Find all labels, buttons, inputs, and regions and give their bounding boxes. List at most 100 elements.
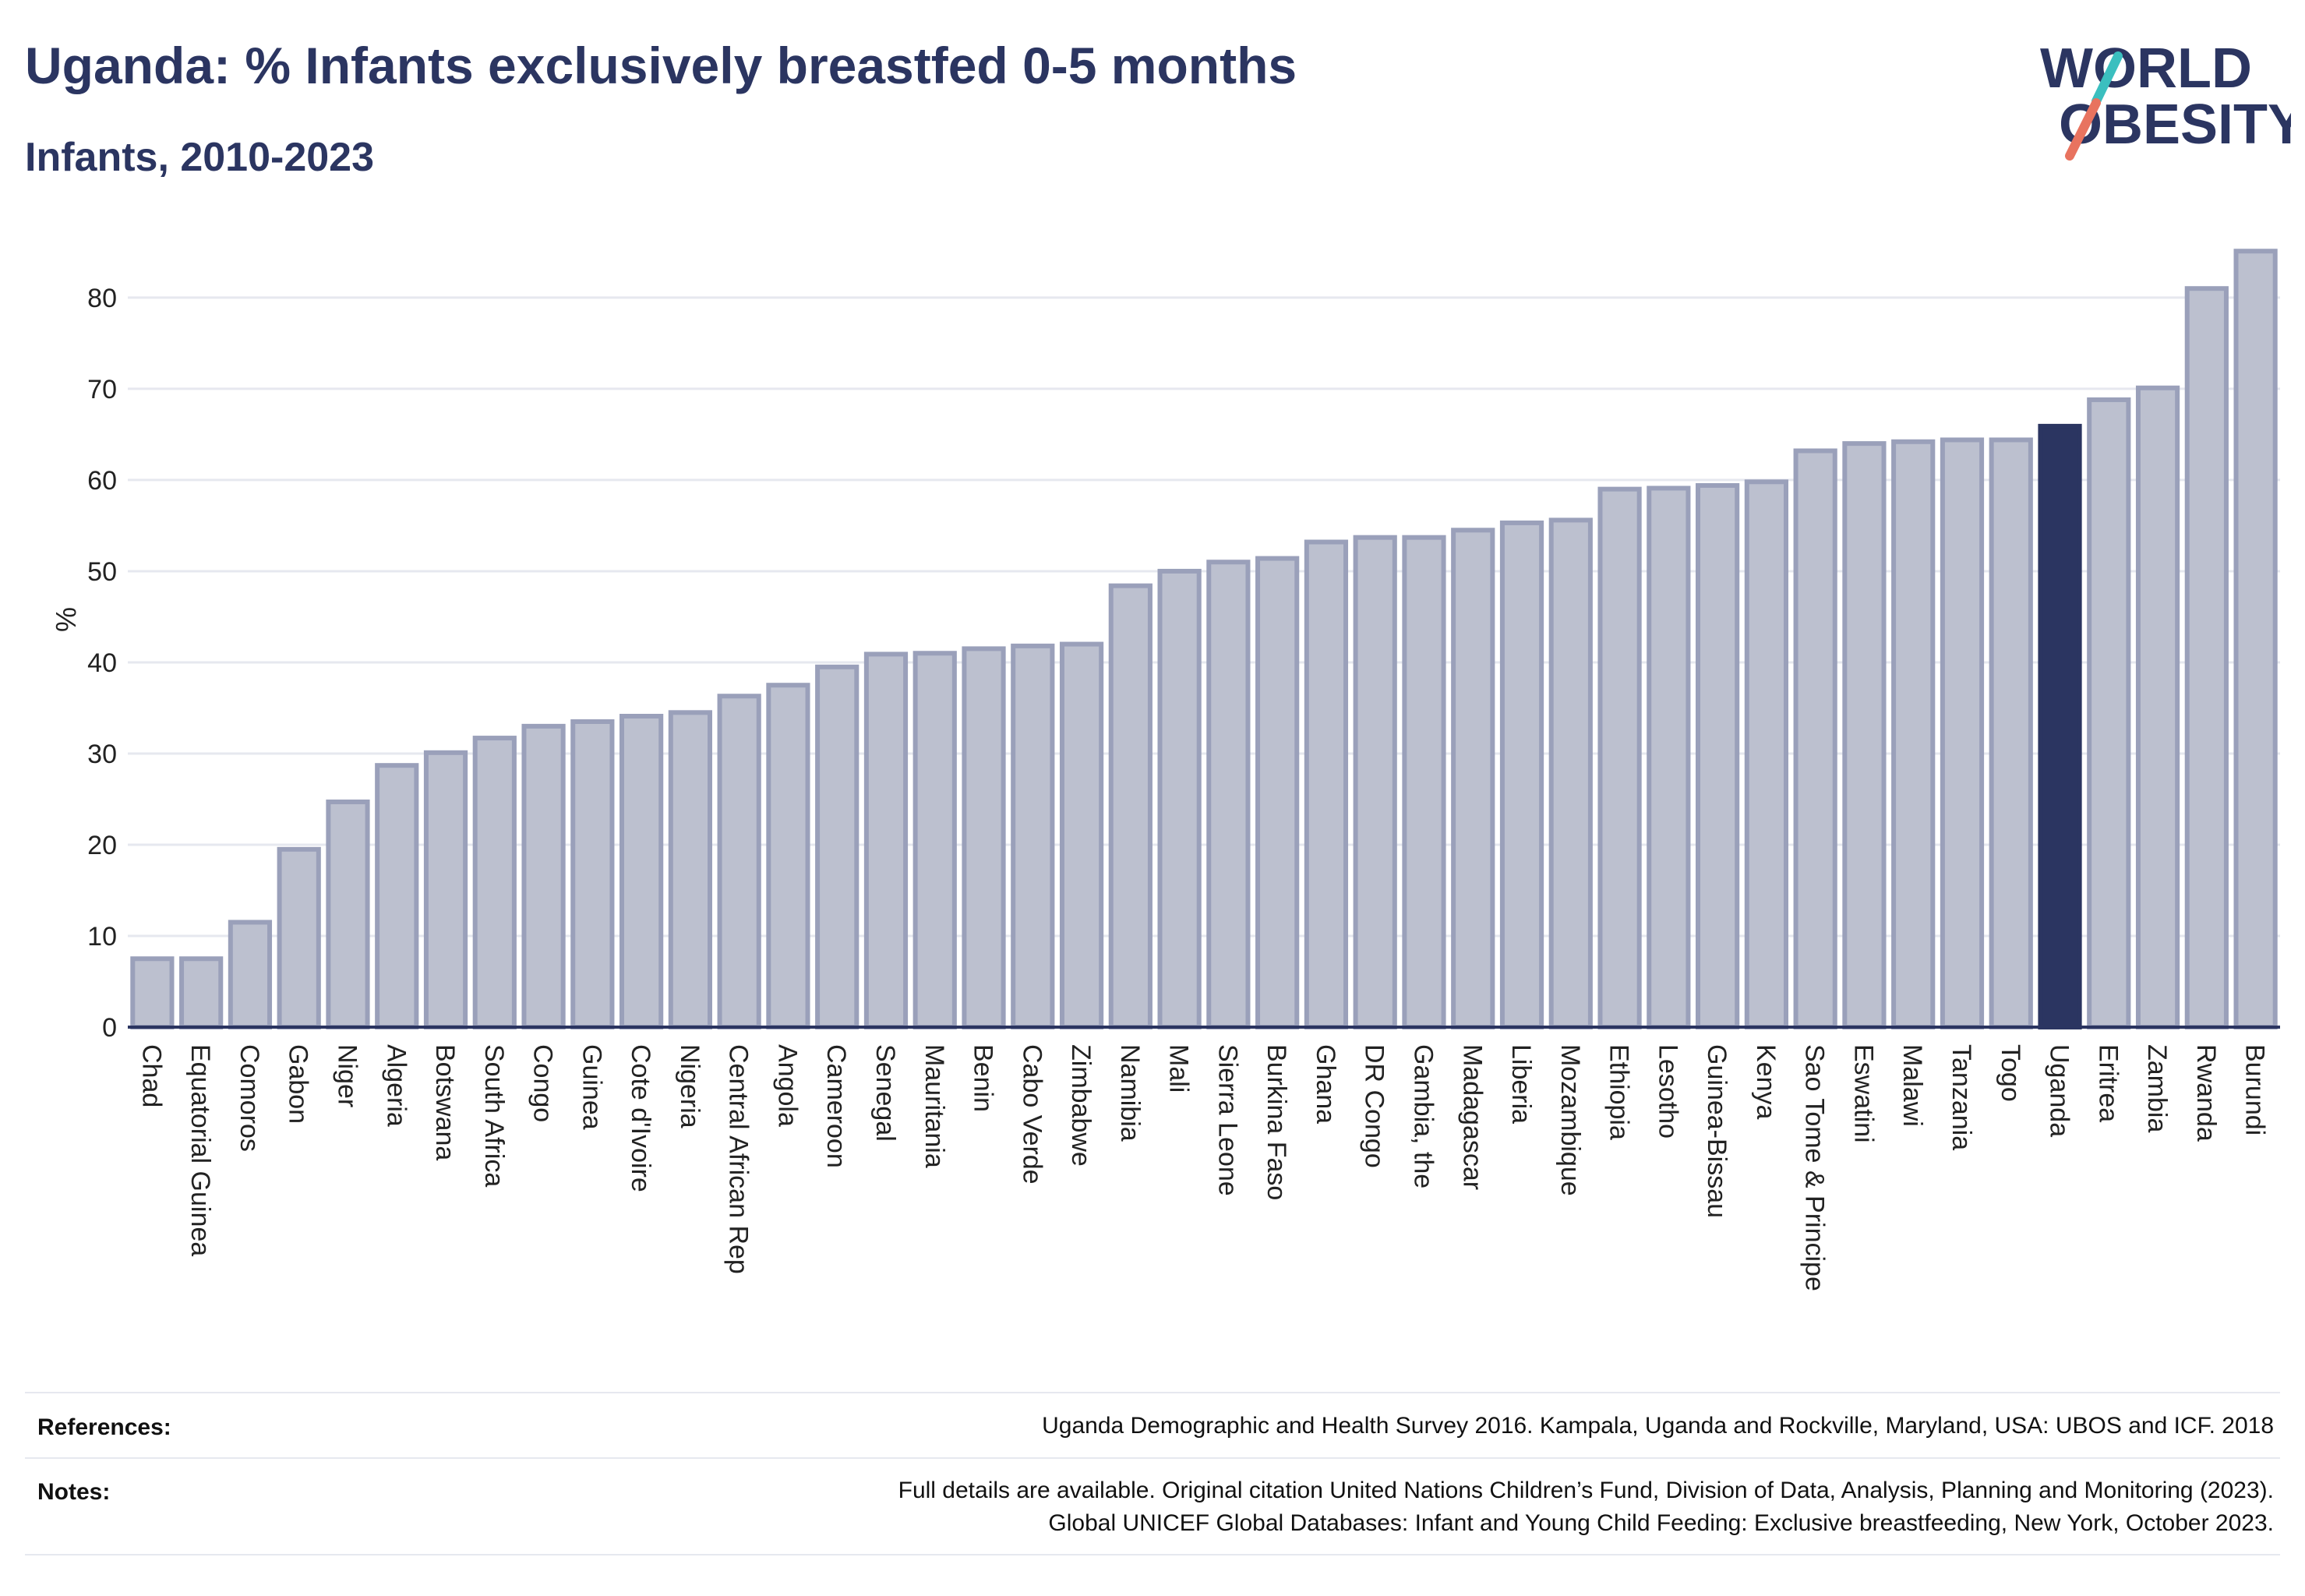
x-tick-label: Cabo Verde bbox=[1017, 1044, 1047, 1185]
bar-burundi bbox=[2233, 249, 2278, 1029]
bar-mali bbox=[1157, 568, 1202, 1029]
bar-congo bbox=[521, 723, 566, 1029]
logo-slash-coral bbox=[2065, 98, 2101, 161]
bar-burkina-faso bbox=[1255, 556, 1300, 1029]
bar-botswana bbox=[423, 750, 468, 1029]
x-tick-label: Gambia, the bbox=[1408, 1044, 1438, 1188]
y-tick-label: 60 bbox=[87, 466, 117, 496]
x-tick-label: Eswatini bbox=[1848, 1044, 1878, 1143]
chart-title: Uganda: % Infants exclusively breastfed … bbox=[25, 37, 1297, 94]
x-tick-label: Botswana bbox=[430, 1044, 460, 1160]
bar-sao-tome-principe bbox=[1793, 448, 1837, 1029]
bar-dr-congo bbox=[1353, 535, 1397, 1029]
x-tick-label: Mauritania bbox=[920, 1044, 949, 1168]
x-tick-label: Guinea-Bissau bbox=[1702, 1044, 1731, 1218]
x-tick-label: Equatorial Guinea bbox=[185, 1044, 215, 1256]
bar-eswatini bbox=[1842, 441, 1887, 1029]
bar-zimbabwe bbox=[1059, 641, 1104, 1029]
bar-kenya bbox=[1744, 479, 1788, 1029]
x-tick-label: Chad bbox=[136, 1044, 166, 1107]
x-tick-label: Burundi bbox=[2240, 1044, 2270, 1135]
bar-ghana bbox=[1304, 539, 1349, 1029]
footer-divider-top bbox=[25, 1392, 2280, 1393]
bar-zambia bbox=[2135, 385, 2180, 1029]
y-axis-label: % bbox=[50, 607, 82, 632]
chart-subtitle: Infants, 2010-2023 bbox=[25, 135, 375, 180]
y-tick-label: 70 bbox=[87, 375, 117, 404]
x-tick-label: Comoros bbox=[235, 1044, 264, 1152]
bar-mauritania bbox=[912, 651, 957, 1029]
notes-text-line2: Global UNICEF Global Databases: Infant a… bbox=[1048, 1510, 2274, 1536]
x-tick-label: Algeria bbox=[381, 1044, 411, 1127]
x-tick-label: DR Congo bbox=[1360, 1044, 1389, 1168]
bar-eritrea bbox=[2087, 397, 2131, 1029]
notes-text-line1: Full details are available. Original cit… bbox=[898, 1478, 2274, 1503]
bar-south-africa bbox=[472, 736, 517, 1029]
x-tick-label: Benin bbox=[969, 1044, 998, 1112]
bar-togo bbox=[1989, 437, 2033, 1029]
x-tick-label: Mali bbox=[1164, 1044, 1194, 1093]
x-tick-label: Senegal bbox=[870, 1044, 900, 1142]
x-tick-label: Ethiopia bbox=[1604, 1044, 1634, 1140]
bar-algeria bbox=[375, 763, 419, 1029]
x-tick-label: Eritrea bbox=[2093, 1044, 2123, 1122]
bar-cote-d-ivoire bbox=[619, 713, 664, 1029]
logo-text-world: WORLD bbox=[2040, 37, 2252, 100]
bar-nigeria bbox=[668, 710, 712, 1030]
x-tick-label: Angola bbox=[772, 1044, 802, 1127]
x-tick-label: Gabon bbox=[284, 1044, 313, 1124]
x-tick-label: South Africa bbox=[479, 1044, 509, 1187]
bar-benin bbox=[962, 646, 1006, 1029]
bar-guinea bbox=[570, 719, 615, 1029]
bar-madagascar bbox=[1451, 528, 1495, 1029]
x-tick-label: Uganda bbox=[2045, 1044, 2074, 1137]
x-tick-label: Malawi bbox=[1897, 1044, 1927, 1127]
x-tick-label: Sierra Leone bbox=[1213, 1044, 1242, 1196]
bar-gabon bbox=[277, 846, 321, 1030]
bar-lesotho bbox=[1647, 486, 1691, 1029]
bar-namibia bbox=[1108, 583, 1152, 1029]
y-tick-label: 40 bbox=[87, 648, 117, 678]
bar-chad bbox=[130, 956, 175, 1029]
bar-equatorial-guinea bbox=[179, 956, 224, 1029]
x-tick-label: Namibia bbox=[1115, 1044, 1145, 1142]
references-text: Uganda Demographic and Health Survey 201… bbox=[1042, 1413, 2274, 1439]
x-tick-label: Togo bbox=[1996, 1044, 2025, 1102]
x-tick-label: Central African Rep bbox=[724, 1044, 754, 1274]
x-tick-label: Ghana bbox=[1311, 1044, 1340, 1124]
footer-divider-middle bbox=[25, 1457, 2280, 1459]
y-tick-label: 30 bbox=[87, 740, 117, 769]
labels-layer: Chad Equatorial Guinea Comoros Gabon Niger Al… bbox=[136, 1044, 2269, 1291]
bar-mozambique bbox=[1548, 517, 1593, 1029]
x-tick-label: Tanzania bbox=[1947, 1044, 1976, 1150]
y-tick-label: 10 bbox=[87, 922, 117, 952]
bar-senegal bbox=[863, 651, 909, 1029]
bar-cameroon bbox=[815, 664, 860, 1030]
world-obesity-logo: WORLD OBESITY bbox=[2040, 37, 2291, 161]
bar-comoros bbox=[228, 920, 273, 1029]
x-tick-label: Niger bbox=[332, 1044, 362, 1107]
x-tick-label: Guinea bbox=[577, 1044, 606, 1130]
logo-slash-teal bbox=[2091, 51, 2123, 106]
bars-layer bbox=[130, 249, 2278, 1030]
x-tick-label: Zimbabwe bbox=[1066, 1044, 1096, 1167]
bar-cabo-verde bbox=[1011, 643, 1055, 1029]
bar-uganda bbox=[2038, 423, 2082, 1029]
bar-malawi bbox=[1891, 439, 1936, 1029]
y-tick-label: 0 bbox=[102, 1013, 117, 1043]
x-tick-label: Nigeria bbox=[675, 1044, 704, 1128]
x-tick-label: Liberia bbox=[1506, 1044, 1536, 1124]
notes-label: Notes: bbox=[37, 1479, 111, 1505]
x-tick-label: Cote d'Ivoire bbox=[626, 1044, 655, 1192]
y-tick-label: 80 bbox=[87, 284, 117, 313]
y-tick-label: 50 bbox=[87, 557, 117, 587]
x-tick-label: Madagascar bbox=[1457, 1044, 1487, 1190]
bar-liberia bbox=[1499, 520, 1544, 1029]
bar-ethiopia bbox=[1597, 486, 1642, 1029]
bar-gambia-the bbox=[1402, 535, 1446, 1029]
bar-guinea-bissau bbox=[1696, 482, 1740, 1029]
x-tick-label: Zambia bbox=[2142, 1044, 2172, 1132]
x-tick-label: Kenya bbox=[1751, 1044, 1781, 1119]
x-tick-label: Burkina Faso bbox=[1262, 1044, 1291, 1200]
